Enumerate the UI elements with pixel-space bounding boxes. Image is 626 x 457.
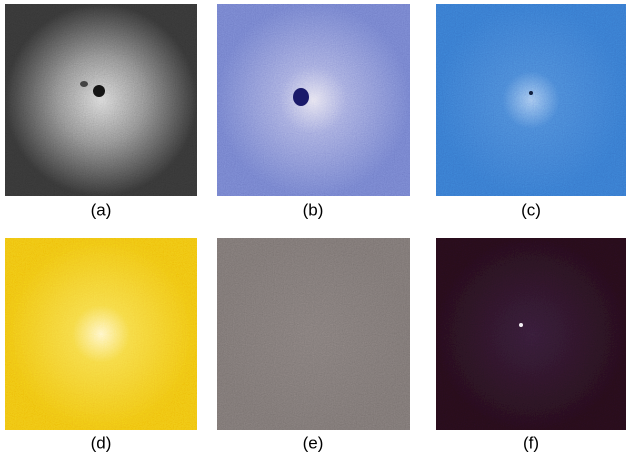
caption: (f) — [523, 433, 539, 452]
panel-b — [217, 4, 410, 196]
panel-e — [217, 238, 410, 430]
spot — [80, 81, 88, 87]
caption: (a) — [91, 200, 112, 219]
panel-a — [5, 4, 197, 196]
panel-d — [5, 238, 197, 430]
spot — [529, 91, 533, 95]
figure: (a) (b) (c) (d) (e) (f) — [0, 0, 626, 457]
panel-f — [436, 238, 626, 430]
image — [217, 4, 410, 196]
spot — [93, 85, 105, 97]
image — [5, 4, 197, 196]
spot — [293, 88, 309, 106]
image — [436, 238, 626, 430]
image — [5, 238, 197, 430]
caption: (b) — [303, 200, 324, 219]
panel-c — [436, 4, 626, 196]
spot — [519, 323, 523, 327]
caption: (e) — [303, 433, 324, 452]
image — [436, 4, 626, 196]
image — [217, 238, 410, 430]
caption: (d) — [91, 433, 112, 452]
caption: (c) — [521, 200, 541, 219]
